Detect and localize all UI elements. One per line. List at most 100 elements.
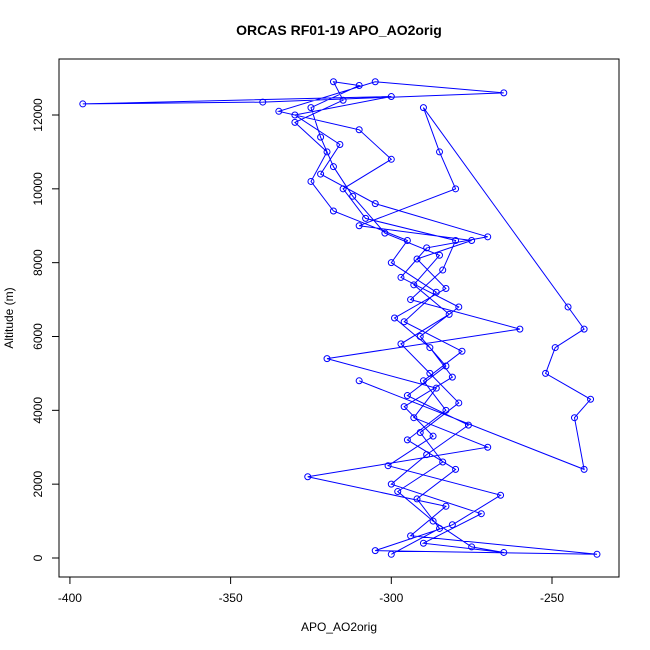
data-point (407, 532, 415, 540)
data-point (410, 281, 418, 289)
data-point (500, 548, 508, 556)
data-point (323, 148, 331, 156)
data-point (442, 285, 450, 293)
data-point (275, 107, 283, 115)
data-point (403, 436, 411, 444)
data-point (416, 332, 424, 340)
data-point (304, 473, 312, 481)
data-point (439, 458, 447, 466)
data-point (419, 377, 427, 385)
data-point (432, 384, 440, 392)
data-point (307, 104, 315, 112)
data-point (355, 81, 363, 89)
data-point (497, 491, 505, 499)
data-point (551, 344, 559, 352)
data-point (426, 344, 434, 352)
data-point (432, 288, 440, 296)
x-tick-label: -250 (540, 591, 564, 605)
y-tick-label: 2000 (31, 470, 45, 497)
data-point (580, 465, 588, 473)
data-point (291, 111, 299, 119)
data-point (448, 373, 456, 381)
data-point (419, 104, 427, 112)
data-point (455, 399, 463, 407)
data-point (593, 550, 601, 558)
data-point (477, 510, 485, 518)
data-point (436, 251, 444, 259)
data-point (317, 170, 325, 178)
data-point (436, 148, 444, 156)
data-point (339, 96, 347, 104)
data-point (329, 207, 337, 215)
data-point (329, 78, 337, 86)
data-point (413, 255, 421, 263)
y-tick-label: 6000 (31, 323, 45, 350)
data-point (587, 395, 595, 403)
data-point (468, 237, 476, 245)
data-point (362, 214, 370, 222)
data-point (516, 325, 524, 333)
x-tick-label: -300 (379, 591, 403, 605)
y-tick-label: 0 (31, 554, 45, 561)
data-point (448, 521, 456, 529)
data-point (468, 543, 476, 551)
y-tick-label: 8000 (31, 249, 45, 276)
data-point (381, 229, 389, 237)
chart-title: ORCAS RF01-19 APO_AO2orig (236, 22, 442, 38)
data-point (570, 414, 578, 422)
x-tick-label: -400 (58, 591, 82, 605)
y-tick-label: 10000 (31, 172, 45, 206)
data-point (291, 118, 299, 126)
data-point (387, 155, 395, 163)
data-point (387, 550, 395, 558)
x-axis-label: APO_AO2orig (301, 620, 377, 634)
data-point (400, 403, 408, 411)
data-point (387, 93, 395, 101)
data-point (452, 465, 460, 473)
data-point (384, 462, 392, 470)
data-point (410, 414, 418, 422)
data-point (442, 362, 450, 370)
data-point (391, 314, 399, 322)
data-point (371, 547, 379, 555)
data-point (307, 177, 315, 185)
data-point (259, 98, 267, 106)
data-point (329, 163, 337, 171)
data-point (464, 421, 472, 429)
data-point (407, 296, 415, 304)
y-tick-label: 12000 (31, 98, 45, 132)
data-point (394, 488, 402, 496)
data-point (500, 89, 508, 97)
data-point (442, 502, 450, 510)
data-point (397, 340, 405, 348)
data-point (442, 406, 450, 414)
data-point (429, 517, 437, 525)
data-point (452, 185, 460, 193)
data-point (439, 266, 447, 274)
data-point (413, 495, 421, 503)
data-point (317, 133, 325, 141)
data-point (452, 237, 460, 245)
data-point (403, 392, 411, 400)
data-point (336, 141, 344, 149)
data-point (419, 539, 427, 547)
data-point (323, 355, 331, 363)
data-point (355, 126, 363, 134)
data-point (339, 185, 347, 193)
data-point (400, 318, 408, 326)
data-point (403, 237, 411, 245)
data-point (429, 432, 437, 440)
x-tick-label: -350 (219, 591, 243, 605)
data-point (371, 78, 379, 86)
data-point (416, 428, 424, 436)
data-point (423, 451, 431, 459)
data-point (580, 325, 588, 333)
data-point (542, 369, 550, 377)
data-point (455, 303, 463, 311)
data-point (355, 222, 363, 230)
data-point (387, 259, 395, 267)
data-point (458, 347, 466, 355)
data-point (484, 233, 492, 241)
data-point (436, 524, 444, 532)
